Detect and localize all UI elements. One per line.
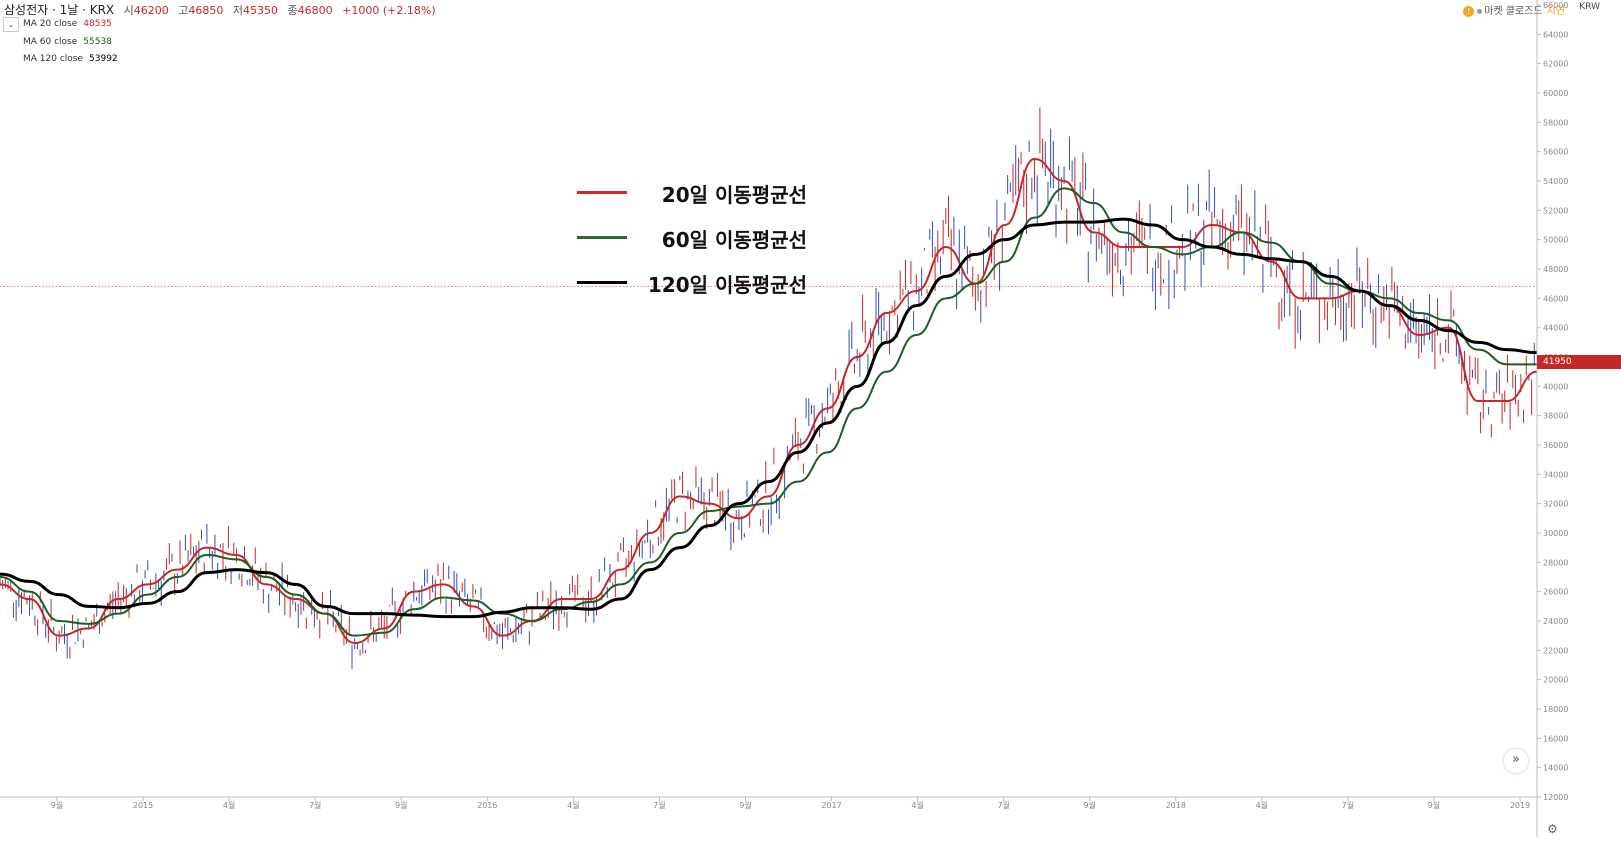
x-tick-label: 4월 [567, 800, 579, 810]
close-value: 46800 [297, 4, 333, 17]
x-tick-label: 9월 [395, 800, 407, 810]
legend-line-ma120 [577, 281, 627, 284]
legend-item-ma20: 20일 이동평균선 [575, 176, 825, 207]
y-tick-label: 46000 [1543, 294, 1568, 303]
legend-label-ma60: 60일 이동평균선 [661, 228, 807, 252]
y-tick-label: 36000 [1543, 441, 1568, 450]
ma-series-line-120[interactable] [0, 217, 1538, 619]
x-tick-label: 4월 [911, 800, 923, 810]
collapse-indicators-button[interactable]: ⌄ [3, 17, 19, 32]
x-tick-label: 9월 [1083, 800, 1095, 810]
low-label: 저 [232, 4, 244, 17]
currency-label[interactable]: KRW [1579, 2, 1600, 12]
low-value: 45350 [243, 4, 279, 17]
y-tick-label: 58000 [1543, 118, 1568, 127]
y-tick-label: 50000 [1543, 236, 1568, 245]
y-tick-label: 34000 [1543, 470, 1568, 479]
ma120-value: 53992 [89, 54, 118, 64]
ma-series-line-60[interactable] [0, 187, 1537, 637]
x-tick-label: 7월 [309, 800, 321, 810]
y-tick-label: 44000 [1543, 324, 1568, 333]
y-tick-label: 66000 [1543, 1, 1568, 10]
y-tick-label: 20000 [1543, 676, 1568, 685]
x-tick-label: 2016 [477, 801, 497, 810]
legend-line-ma60 [577, 236, 627, 239]
y-tick-label: 28000 [1543, 558, 1568, 567]
legend-item-ma60: 60일 이동평균선 [575, 221, 825, 252]
close-label: 종 [287, 4, 298, 17]
x-tick-label: 7월 [1342, 800, 1354, 810]
ma60-row[interactable]: MA 60 close 55538 [23, 37, 112, 47]
x-tick-label: 7월 [653, 800, 665, 810]
symbol-header: 삼성전자 · 1날 · KRX 시46200 고46850 저45350 종46… [4, 1, 436, 18]
legend-line-ma20 [577, 191, 627, 194]
ma20-label: MA 20 close [23, 19, 78, 29]
market-status-text: 마켓 클로즈드 [1484, 6, 1543, 17]
x-tick-label: 2019 [1510, 801, 1530, 810]
x-tick-label: 4월 [1256, 800, 1268, 810]
x-tick-label: 2017 [821, 801, 841, 810]
double-chevron-right-icon: » [1512, 752, 1520, 767]
ma20-row[interactable]: MA 20 close 48535 [23, 19, 112, 29]
y-tick-label: 56000 [1543, 148, 1568, 157]
y-tick-label: 24000 [1543, 617, 1568, 626]
ma60-label: MA 60 close [23, 37, 78, 47]
y-tick-label: 62000 [1543, 60, 1568, 69]
change-value: +1000 (+2.18%) [342, 4, 436, 17]
high-value: 46850 [188, 4, 224, 17]
y-tick-label: 14000 [1543, 764, 1568, 773]
y-tick-label: 54000 [1543, 177, 1568, 186]
gear-icon[interactable]: ⚙ [1547, 822, 1558, 836]
warning-icon: ! [1463, 5, 1475, 17]
x-tick-label: 2018 [1166, 801, 1186, 810]
x-tick-label: 7월 [997, 800, 1009, 810]
open-value: 46200 [133, 4, 169, 17]
y-tick-label: 52000 [1543, 206, 1568, 215]
high-label: 고 [178, 4, 189, 17]
ma20-value: 48535 [83, 19, 112, 29]
y-tick-label: 26000 [1543, 588, 1568, 597]
legend-label-ma20: 20일 이동평균선 [661, 183, 807, 207]
market-status[interactable]: ! 마켓 클로즈드 지연 [1463, 2, 1565, 17]
x-tick-label: 9월 [739, 800, 751, 810]
x-tick-label: 9월 [1428, 800, 1440, 810]
ma120-label: MA 120 close [23, 54, 84, 64]
y-tick-label: 16000 [1543, 734, 1568, 743]
last-price-tag: 41950 [1537, 355, 1621, 369]
x-tick-label: 2015 [133, 801, 153, 810]
status-dot-icon [1477, 8, 1483, 14]
ma-series-line-20[interactable] [0, 158, 1538, 644]
open-label: 시 [123, 4, 134, 17]
y-tick-label: 40000 [1543, 382, 1568, 391]
scroll-to-realtime-button[interactable]: » [1504, 749, 1528, 773]
x-tick-label: 9월 [51, 800, 63, 810]
y-tick-label: 38000 [1543, 412, 1568, 421]
y-tick-label: 30000 [1543, 529, 1568, 538]
chevron-down-icon: ⌄ [7, 20, 15, 29]
y-tick-label: 32000 [1543, 500, 1568, 509]
legend-item-ma120: 120일 이동평균선 [575, 266, 825, 297]
y-tick-label: 18000 [1543, 705, 1568, 714]
y-tick-label: 60000 [1543, 89, 1568, 98]
y-tick-label: 48000 [1543, 265, 1568, 274]
ma120-row[interactable]: MA 120 close 53992 [23, 54, 118, 64]
symbol-title[interactable]: 삼성전자 · 1날 · KRX [4, 3, 115, 17]
ma60-value: 55538 [83, 37, 112, 47]
y-tick-label: 22000 [1543, 646, 1568, 655]
legend-label-ma120: 120일 이동평균선 [647, 273, 807, 297]
x-tick-label: 4월 [223, 800, 235, 810]
y-tick-label: 64000 [1543, 30, 1568, 39]
y-tick-label: 12000 [1543, 793, 1568, 802]
delay-label: 지연 [1546, 6, 1565, 17]
